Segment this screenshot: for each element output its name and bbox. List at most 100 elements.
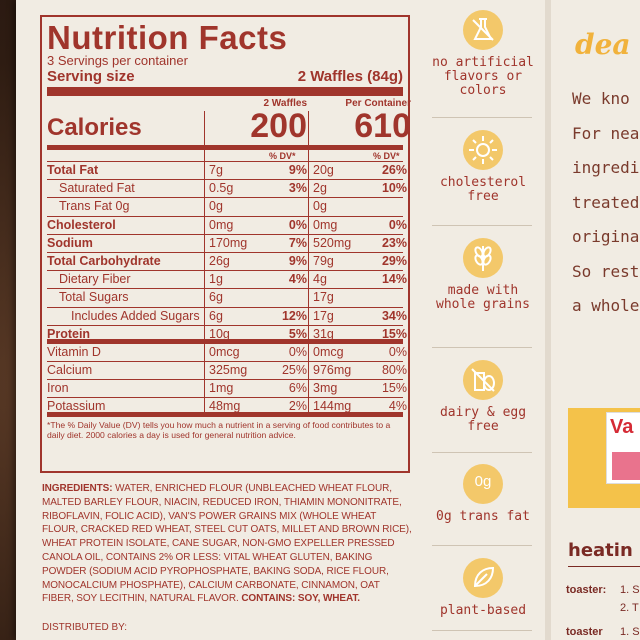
- dv-container: 29%: [381, 253, 407, 268]
- dv-container: 80%: [381, 363, 407, 378]
- dv-serving: 0%: [288, 344, 307, 359]
- amount-container: 144mg: [313, 399, 352, 414]
- dv-serving: 2%: [288, 399, 307, 414]
- nutrient-label: Total Fat: [47, 163, 99, 177]
- dv-serving: 5%: [288, 326, 307, 341]
- calories-serving: 200: [250, 107, 307, 145]
- amount-serving: 1g: [209, 272, 223, 287]
- amount-container: 20g: [313, 163, 334, 177]
- heating-heading: heatin: [568, 540, 633, 561]
- amount-container: 0g: [313, 199, 327, 214]
- nutrient-label: Total Carbohydrate: [47, 253, 161, 268]
- dv-head-serving: % DV*: [269, 151, 296, 161]
- dv-container: 15%: [381, 381, 407, 396]
- amount-serving: 0mcg: [209, 344, 240, 359]
- dv-serving: 9%: [288, 163, 307, 177]
- dv-serving: 0%: [288, 217, 307, 232]
- amount-serving: 7g: [209, 163, 223, 177]
- badge-label: dairy & egg free: [439, 405, 527, 434]
- badge-cholesterol-free: cholesterol free: [430, 130, 536, 204]
- nutrient-row: Total Fat 7g 9% 20g 26%: [47, 162, 407, 181]
- dv-serving: 9%: [288, 253, 307, 268]
- daily-value-footnote: *The % Daily Value (DV) tells you how mu…: [47, 419, 391, 441]
- dv-container: 10%: [381, 181, 407, 196]
- sun-icon: [463, 130, 503, 170]
- badge-zero-trans-fat: 0g 0g trans fat: [430, 464, 536, 524]
- amount-serving: 6g: [209, 290, 223, 305]
- package-label-swatch: [612, 452, 640, 480]
- column-divider-left: [204, 111, 205, 415]
- badge-plant-based: plant-based: [430, 558, 536, 618]
- badge-separator: [432, 117, 532, 118]
- amount-container: 17g: [313, 290, 334, 305]
- amount-serving: 6g: [209, 308, 223, 323]
- amount-serving: 0.5g: [209, 181, 234, 196]
- nutrient-label: Total Sugars: [59, 290, 129, 305]
- nutrient-label: Potassium: [47, 399, 106, 414]
- dv-container: 23%: [381, 235, 407, 250]
- amount-serving: 26g: [209, 253, 230, 268]
- nutrient-row: Dietary Fiber 1g 4% 4g 14%: [47, 271, 407, 290]
- dv-head-container: % DV*: [373, 151, 400, 161]
- dv-container: 26%: [381, 163, 407, 177]
- dv-container: 14%: [381, 272, 407, 287]
- claims-column: no artificial flavors or colors choleste…: [430, 0, 536, 640]
- distributed-by: DISTRIBUTED BY:: [42, 622, 128, 633]
- nutrient-label: Iron: [47, 381, 69, 396]
- ingredients-label: INGREDIENTS:: [42, 483, 113, 494]
- waffle-box-back: [16, 0, 640, 640]
- amount-container: 520mg: [313, 235, 352, 250]
- amount-container: 0mcg: [313, 344, 344, 359]
- nutrient-row: Includes Added Sugars 6g 12% 17g 34%: [47, 308, 407, 326]
- dv-serving: 3%: [288, 181, 307, 196]
- badge-label: 0g trans fat: [436, 509, 530, 524]
- amount-serving: 48mg: [209, 399, 241, 414]
- nutrient-label: Calcium: [47, 363, 93, 378]
- badge-label: plant-based: [439, 603, 527, 618]
- badge-separator: [432, 452, 532, 453]
- no-flask-icon: [463, 10, 503, 50]
- nutrient-label: Vitamin D: [47, 344, 101, 359]
- dv-serving: 4%: [288, 272, 307, 287]
- amount-container: 17g: [313, 308, 334, 323]
- heating-rule: [568, 566, 640, 567]
- zero-g-icon: 0g: [463, 464, 503, 504]
- nutrient-label: Trans Fat 0g: [59, 199, 130, 214]
- wheat-icon: [463, 238, 503, 278]
- calories-row: Calories 2 Waffles Per Container 200 610: [47, 96, 411, 150]
- serving-size-row: Serving size 2 Waffles (84g): [47, 68, 403, 96]
- amount-container: 2g: [313, 181, 327, 196]
- amount-serving: 0mg: [209, 217, 234, 232]
- panel-fold: [545, 0, 551, 640]
- ingredients-text: WATER, ENRICHED FLOUR (UNBLEACHED WHEAT …: [42, 483, 412, 605]
- nutrient-label: Includes Added Sugars: [71, 308, 200, 323]
- leaf-icon: [463, 558, 503, 598]
- heating-step: toaster 1. S: [566, 626, 640, 638]
- allergen-contains: CONTAINS: SOY, WHEAT.: [241, 593, 360, 605]
- badge-dairy-egg-free: dairy & egg free: [430, 360, 536, 434]
- nutrient-row: Sodium 170mg 7% 520mg 23%: [47, 235, 407, 253]
- amount-serving: 10g: [209, 326, 230, 341]
- nutrition-title: Nutrition Facts: [47, 19, 288, 56]
- nutrient-row: Iron 1mg 6% 3mg 15%: [47, 380, 407, 399]
- amount-container: 3mg: [313, 381, 338, 396]
- badge-separator: [432, 347, 532, 348]
- amount-serving: 325mg: [209, 363, 248, 378]
- amount-serving: 0g: [209, 199, 223, 214]
- nutrient-row: Potassium 48mg 2% 144mg 4%: [47, 398, 407, 417]
- serving-size-label: Serving size: [47, 68, 135, 85]
- badge-separator: [432, 545, 532, 546]
- nutrient-row: Vitamin D 0mcg 0% 0mcg 0%: [47, 344, 407, 363]
- dv-serving: 6%: [288, 381, 307, 396]
- right-story-panel: dea We kno For nea ingredie treated orig…: [560, 0, 640, 640]
- nutrient-row: Calcium 325mg 25% 976mg 80%: [47, 362, 407, 381]
- amount-serving: 170mg: [209, 235, 248, 250]
- heating-step: toaster: 1. S: [566, 584, 640, 596]
- badge-separator: [432, 225, 532, 226]
- amount-container: 31g: [313, 326, 334, 341]
- nutrient-row: Protein 10g 5% 31g 15%: [47, 326, 407, 344]
- no-milk-egg-icon: [463, 360, 503, 400]
- ingredients-list: INGREDIENTS: WATER, ENRICHED FLOUR (UNBL…: [42, 482, 412, 606]
- amount-container: 976mg: [313, 363, 352, 378]
- amount-container: 79g: [313, 253, 334, 268]
